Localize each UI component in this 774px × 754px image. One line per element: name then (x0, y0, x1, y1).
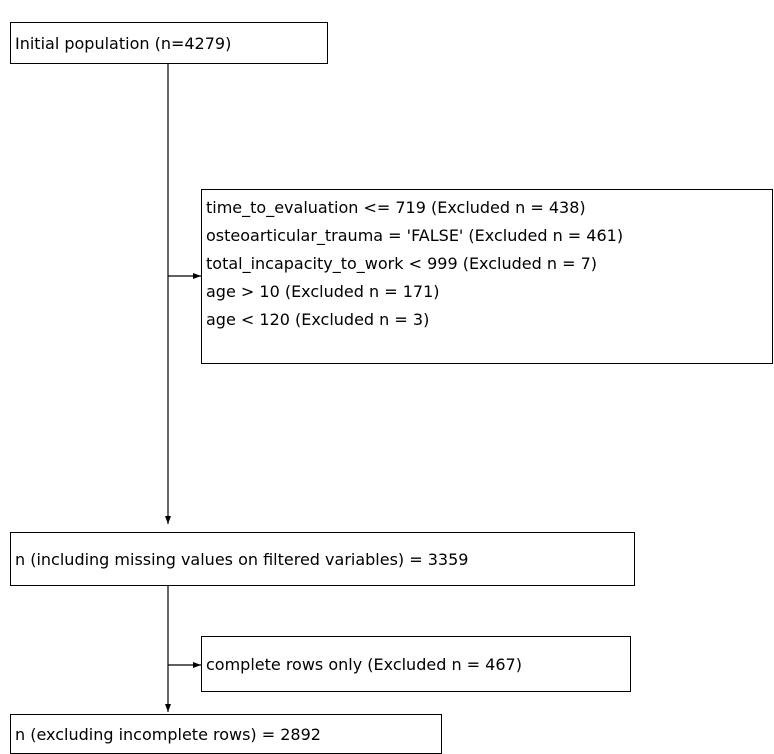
filter-item: osteoarticular_trauma = 'FALSE' (Exclude… (206, 226, 624, 245)
filter-item: total_incapacity_to_work < 999 (Excluded… (206, 254, 598, 273)
after-filters-label: n (including missing values on filtered … (15, 550, 469, 569)
initial-population-label: Initial population (n=4279) (15, 34, 232, 53)
final-label: n (excluding incomplete rows) = 2892 (15, 725, 321, 744)
initial-population-box: Initial population (n=4279) (10, 22, 328, 64)
final-box: n (excluding incomplete rows) = 2892 (10, 714, 442, 754)
filter-item: age > 10 (Excluded n = 171) (206, 282, 440, 301)
filters-box: time_to_evaluation <= 719 (Excluded n = … (201, 189, 773, 364)
complete-rows-box: complete rows only (Excluded n = 467) (201, 636, 631, 692)
complete-rows-label: complete rows only (Excluded n = 467) (206, 655, 522, 674)
filter-item: time_to_evaluation <= 719 (Excluded n = … (206, 198, 586, 217)
filter-item: age < 120 (Excluded n = 3) (206, 310, 430, 329)
after-filters-box: n (including missing values on filtered … (10, 532, 635, 586)
